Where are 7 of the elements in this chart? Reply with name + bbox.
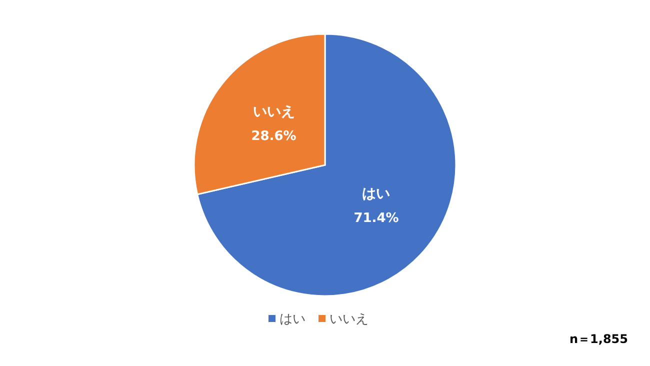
- text: n＝1,855: [570, 332, 628, 346]
- data-label: 28.6%: [251, 129, 296, 144]
- legend-label: はい: [280, 312, 306, 327]
- slice-label: はい: [362, 186, 390, 202]
- slice-label: いいえ: [252, 104, 295, 120]
- data-label: 71.4%: [354, 210, 399, 226]
- legend-label: いいえ: [330, 312, 368, 327]
